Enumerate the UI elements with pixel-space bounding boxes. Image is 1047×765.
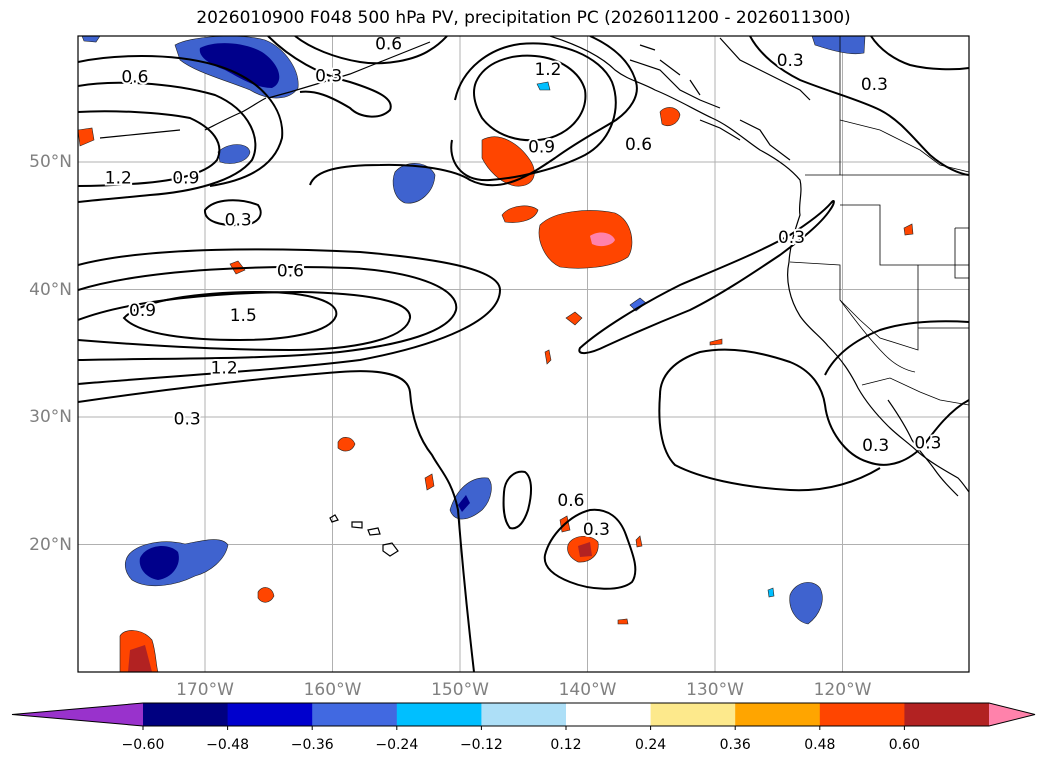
colorbar-tick-label: 0.36 xyxy=(719,737,751,753)
longitude-label: 160°W xyxy=(303,680,362,700)
colorbar-swatch xyxy=(481,703,567,726)
political-borders xyxy=(789,36,969,406)
contour-label: 0.9 xyxy=(172,168,199,188)
colorbar-extend-max xyxy=(989,703,1035,726)
colorbar-tick-label: 0.12 xyxy=(550,737,582,753)
contour-label: 0.3 xyxy=(914,434,941,454)
contour-label: 0.9 xyxy=(528,138,555,158)
contour-label: 0.9 xyxy=(330,17,357,37)
contour-label: 0.3 xyxy=(174,409,201,429)
contour-label: 0.3 xyxy=(861,75,888,95)
contour-label: 0.6 xyxy=(121,68,148,88)
latitude-label: 50°N xyxy=(29,152,72,172)
colorbar-tick-label: 0.24 xyxy=(635,737,667,753)
colorbar-swatch xyxy=(143,703,229,726)
contour-label: 1.5 xyxy=(230,306,257,326)
contour-label: 0.3 xyxy=(862,436,889,456)
colorbar-tick-label: −0.12 xyxy=(459,737,503,753)
colorbar-tick-label: −0.24 xyxy=(375,737,419,753)
contour-label: 0.3 xyxy=(583,520,610,540)
contour-label: 0.6 xyxy=(375,34,402,54)
contour-label: 1.2 xyxy=(105,168,132,188)
colorbar-swatch xyxy=(566,703,652,726)
longitude-label: 130°W xyxy=(686,680,744,700)
contour-label: 0.6 xyxy=(557,491,584,511)
latitude-label: 40°N xyxy=(29,279,72,300)
colorbar-tick-label: −0.60 xyxy=(121,737,165,753)
contour-label: 0.6 xyxy=(277,261,304,281)
contour-label: 0.6 xyxy=(625,135,652,155)
contour-label: 0.3 xyxy=(315,66,342,86)
contour-labels: 0.6 1.2 0.9 0.3 0.6 0.9 1.5 1.2 0.3 0.9 0.6 0.3 1.2 0… xyxy=(103,16,944,542)
colorbar-swatch xyxy=(819,703,905,726)
pv-contours xyxy=(78,36,969,672)
figure-title: 2026010900 F048 500 hPa PV, precipitatio… xyxy=(196,8,851,28)
contour-label: 1.2 xyxy=(211,358,238,378)
colorbar-swatch xyxy=(312,703,398,726)
longitude-label: 150°W xyxy=(431,680,489,700)
contour-label-bg xyxy=(329,16,359,36)
map-frame xyxy=(77,35,970,673)
longitude-label: 140°W xyxy=(558,680,617,700)
latitude-label: 20°N xyxy=(29,534,72,555)
colorbar-extend-min xyxy=(12,703,143,726)
colorbar-swatch xyxy=(650,703,736,726)
colorbar xyxy=(11,702,1036,730)
contour-label: 1.2 xyxy=(534,60,561,80)
contour-label: 0.3 xyxy=(225,210,252,230)
coastlines xyxy=(99,36,969,557)
map-background xyxy=(78,36,969,672)
colorbar-tick-label: −0.48 xyxy=(206,737,250,753)
longitude-label: 120°W xyxy=(813,680,872,700)
colorbar-swatch xyxy=(227,703,313,726)
contour-label: 0.3 xyxy=(777,51,804,71)
colorbar-tick-label: 0.60 xyxy=(888,737,920,753)
colorbar-tick-label: −0.36 xyxy=(290,737,334,753)
colorbar-tick-label: 0.48 xyxy=(804,737,836,753)
colorbar-swatch xyxy=(735,703,821,726)
colorbar-swatch xyxy=(396,703,482,726)
longitude-label: 170°W xyxy=(176,680,234,700)
precipitation-anomaly-shading xyxy=(78,36,914,672)
colorbar-swatch xyxy=(904,703,990,726)
contour-label: 0.9 xyxy=(129,301,156,321)
contour-label: 0.3 xyxy=(778,228,805,248)
latitude-label: 30°N xyxy=(29,407,72,427)
